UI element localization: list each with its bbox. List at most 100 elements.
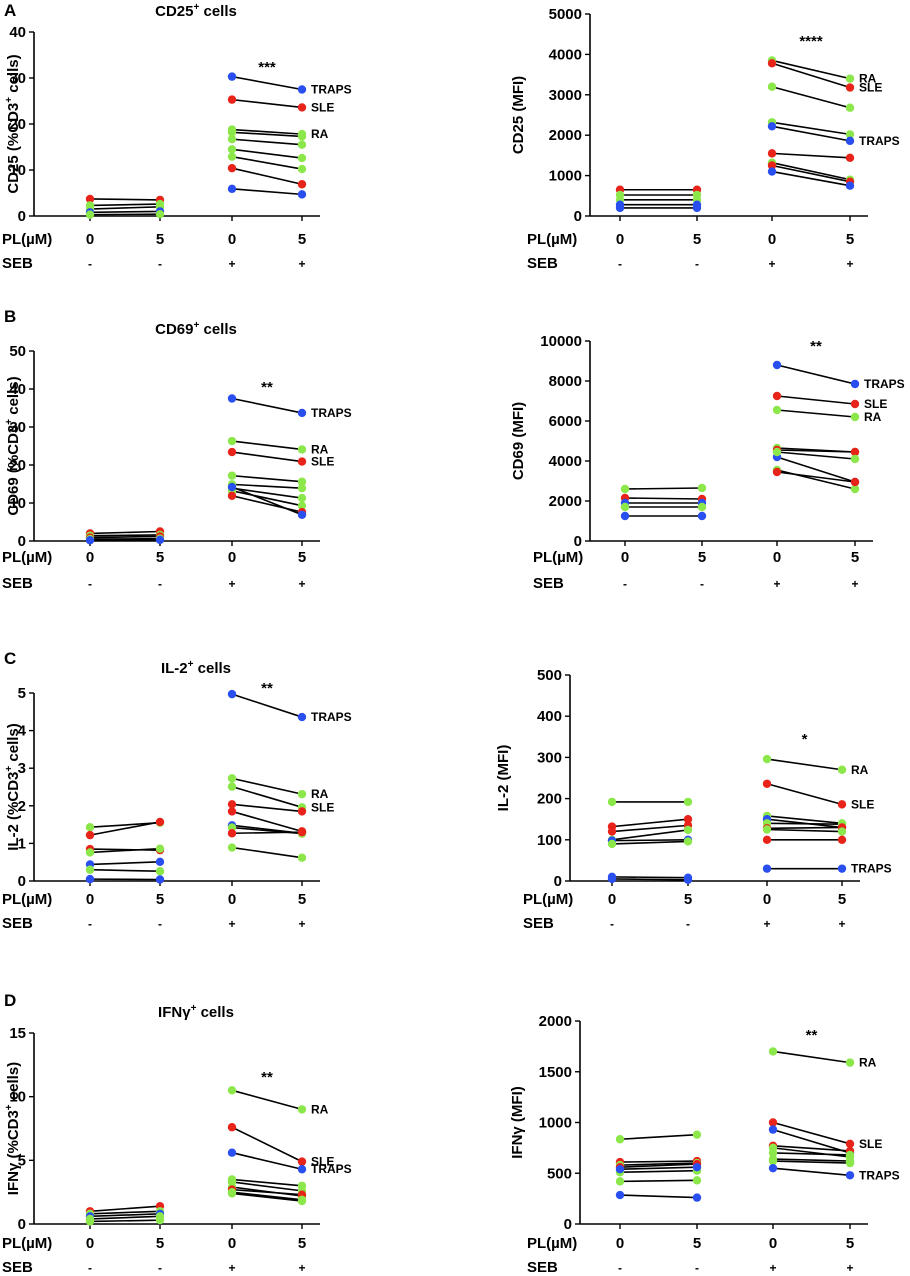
series-line [231, 483, 303, 489]
data-point [85, 1217, 95, 1226]
series-line [619, 1179, 698, 1183]
data-point [772, 447, 782, 457]
pl-row-label: PL(µM) [523, 891, 573, 908]
series-line [231, 1191, 303, 1201]
panel-title-base: CD69 [155, 321, 193, 338]
series-line [89, 1205, 161, 1213]
data-point [85, 210, 95, 219]
data-point [155, 875, 165, 884]
data-point [762, 779, 772, 788]
series-line [772, 1158, 851, 1162]
series-label: SLE [864, 397, 887, 411]
series-line [231, 1089, 303, 1111]
series-line [772, 1167, 851, 1177]
data-point [297, 132, 307, 141]
y-tick-label: 3 [18, 760, 26, 777]
data-point [155, 817, 165, 827]
data-point [227, 829, 237, 838]
y-tick-label: 30 [9, 419, 26, 436]
series-label: TRAPS [851, 862, 892, 876]
y-tick-label: 0 [18, 533, 26, 550]
series-line [766, 822, 843, 825]
panel-letter: B [4, 307, 16, 326]
data-point [845, 1058, 855, 1067]
series-line [619, 1162, 698, 1166]
seb-row-label: SEB [533, 575, 564, 592]
data-point [772, 467, 782, 477]
panel-title: CD69+ cells [155, 320, 237, 338]
data-point [692, 1130, 702, 1139]
series-line [89, 847, 161, 854]
seb-condition-label: + [838, 917, 845, 931]
data-point [607, 874, 617, 884]
seb-row-label: SEB [2, 255, 33, 272]
y-tick-label: 40 [9, 381, 26, 398]
series-line [766, 828, 843, 833]
seb-condition-label: + [846, 257, 853, 271]
y-tick-label: 500 [537, 667, 562, 684]
series-line [776, 364, 856, 385]
series-line [772, 1152, 851, 1156]
y-tick-label: 0 [574, 533, 582, 550]
y-tick-label: 1000 [549, 168, 582, 185]
pl-dose-label: 5 [846, 231, 854, 248]
data-point [227, 491, 237, 500]
series-line [231, 1151, 303, 1171]
significance-marker: ** [261, 680, 273, 697]
y-axis-label-suffix: cells) [5, 376, 22, 419]
data-point [297, 85, 307, 94]
panel-letter: A [4, 1, 16, 20]
data-point [85, 536, 95, 545]
pl-row-label: PL(µM) [2, 891, 52, 908]
series-line [89, 1213, 161, 1218]
data-point [683, 875, 693, 884]
series-line [776, 471, 856, 483]
data-point [227, 145, 237, 154]
seb-condition-label: + [298, 577, 305, 591]
series-line [89, 535, 161, 539]
significance-marker: ** [261, 1069, 273, 1086]
series-line [89, 1215, 161, 1220]
pl-dose-label: 0 [773, 549, 781, 566]
series-label: SLE [311, 455, 334, 469]
data-point [850, 412, 860, 422]
data-point [607, 827, 617, 836]
data-point [615, 1177, 625, 1186]
significance-marker: * [802, 731, 808, 748]
y-tick-label: 10000 [540, 333, 582, 350]
data-point [767, 82, 777, 91]
data-point [692, 1176, 702, 1185]
chart-panel-B-right: 0 2000 4000 6000 8000 10000 PL(µM) SEB 0 5 0 5 - - + + C… [510, 333, 905, 592]
series-line [771, 170, 851, 187]
data-point [850, 454, 860, 464]
seb-condition-label: + [228, 577, 235, 591]
series-line [231, 803, 303, 813]
y-tick-label: 300 [537, 749, 562, 766]
series-line [619, 1194, 698, 1199]
series-line [231, 777, 303, 795]
y-tick-label: 0 [564, 1216, 572, 1233]
series-line [231, 188, 303, 196]
y-axis-label-base: CD25 (%CD3 [5, 103, 22, 194]
data-point [297, 445, 307, 454]
y-axis-label-sup: + [4, 419, 15, 425]
y-axis-label-base: IFNγ (%CD3 [5, 1110, 22, 1195]
data-point [615, 203, 625, 213]
pl-dose-label: 0 [616, 231, 624, 248]
data-point [845, 1171, 855, 1180]
seb-condition-label: - [88, 1261, 92, 1275]
data-point [227, 782, 237, 791]
pl-row-label: PL(µM) [527, 231, 577, 248]
pl-dose-label: 0 [86, 891, 94, 908]
data-point [845, 103, 855, 112]
series-line [231, 487, 303, 499]
pl-row-label: PL(µM) [2, 549, 52, 566]
series-label: TRAPS [311, 710, 352, 724]
data-point [767, 122, 777, 131]
series-line [771, 152, 851, 159]
panel-title-base: CD25 [155, 3, 193, 20]
series-line [231, 131, 303, 138]
series-label: SLE [311, 1155, 334, 1169]
